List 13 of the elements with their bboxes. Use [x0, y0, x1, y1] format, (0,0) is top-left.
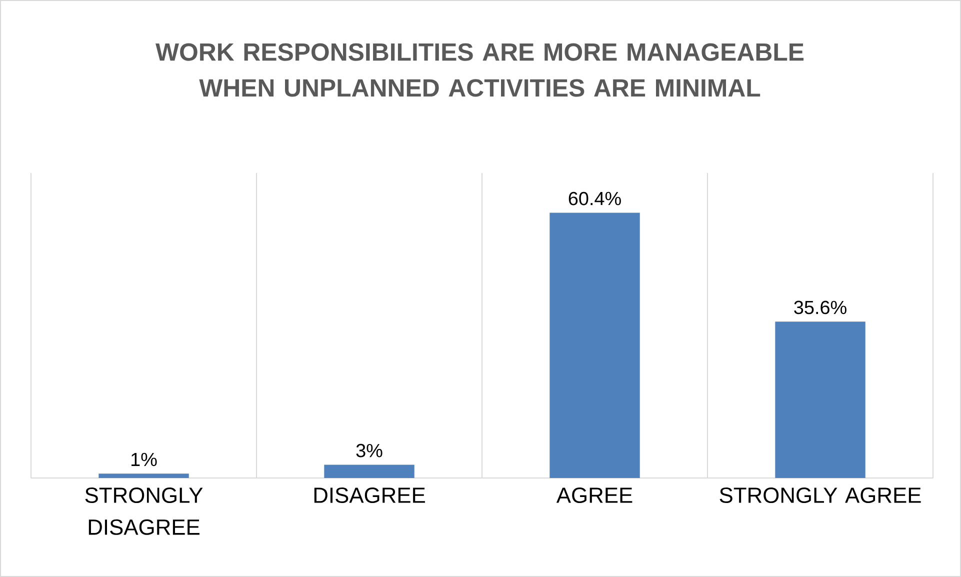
data-label: 35.6% [794, 300, 846, 314]
x-tick-label: DISAGREE [314, 487, 425, 504]
data-label: 60.4% [568, 192, 621, 206]
bar [550, 212, 640, 478]
x-tick-label: STRONGLY AGREE [720, 487, 921, 504]
data-label: 1% [132, 452, 157, 466]
chart-title: WORK RESPONSIBILITIES ARE MORE MANAGEABLE WHEN UNPLANNED ACTIVITIES ARE MINIMAL [156, 43, 804, 97]
x-tick-label: STRONGLY DISAGREE [85, 487, 203, 535]
data-label: 3% [356, 444, 382, 458]
x-tick-label: AGREE [556, 487, 632, 504]
bar [98, 474, 189, 478]
bar [775, 322, 866, 478]
bar [324, 464, 414, 478]
